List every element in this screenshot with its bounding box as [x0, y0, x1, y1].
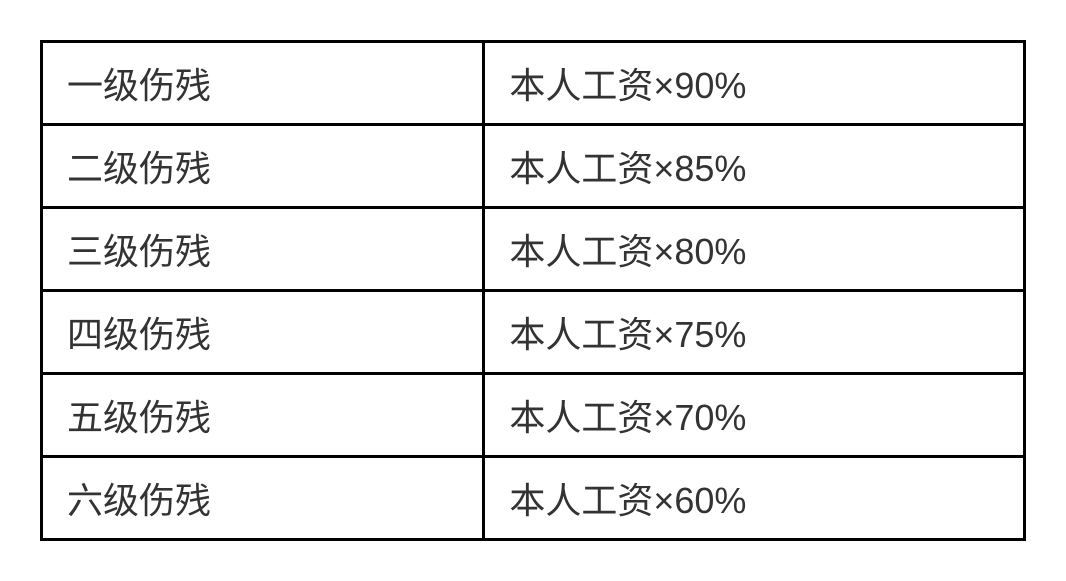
compensation-formula-cell: 本人工资×70% [484, 374, 1025, 457]
compensation-formula-cell: 本人工资×75% [484, 291, 1025, 374]
table-row: 二级伤残 本人工资×85% [42, 125, 1025, 208]
compensation-formula-cell: 本人工资×90% [484, 42, 1025, 125]
disability-level-cell: 二级伤残 [42, 125, 484, 208]
table-row: 五级伤残 本人工资×70% [42, 374, 1025, 457]
disability-level-cell: 六级伤残 [42, 457, 484, 540]
compensation-formula-cell: 本人工资×60% [484, 457, 1025, 540]
disability-level-cell: 四级伤残 [42, 291, 484, 374]
disability-level-cell: 五级伤残 [42, 374, 484, 457]
table-row: 四级伤残 本人工资×75% [42, 291, 1025, 374]
table-body: 一级伤残 本人工资×90% 二级伤残 本人工资×85% 三级伤残 本人工资×80… [42, 42, 1025, 540]
table-row: 六级伤残 本人工资×60% [42, 457, 1025, 540]
table-row: 三级伤残 本人工资×80% [42, 208, 1025, 291]
disability-compensation-table-container: 一级伤残 本人工资×90% 二级伤残 本人工资×85% 三级伤残 本人工资×80… [40, 40, 1026, 541]
disability-compensation-table: 一级伤残 本人工资×90% 二级伤残 本人工资×85% 三级伤残 本人工资×80… [40, 40, 1026, 541]
disability-level-cell: 一级伤残 [42, 42, 484, 125]
table-row: 一级伤残 本人工资×90% [42, 42, 1025, 125]
compensation-formula-cell: 本人工资×85% [484, 125, 1025, 208]
disability-level-cell: 三级伤残 [42, 208, 484, 291]
compensation-formula-cell: 本人工资×80% [484, 208, 1025, 291]
